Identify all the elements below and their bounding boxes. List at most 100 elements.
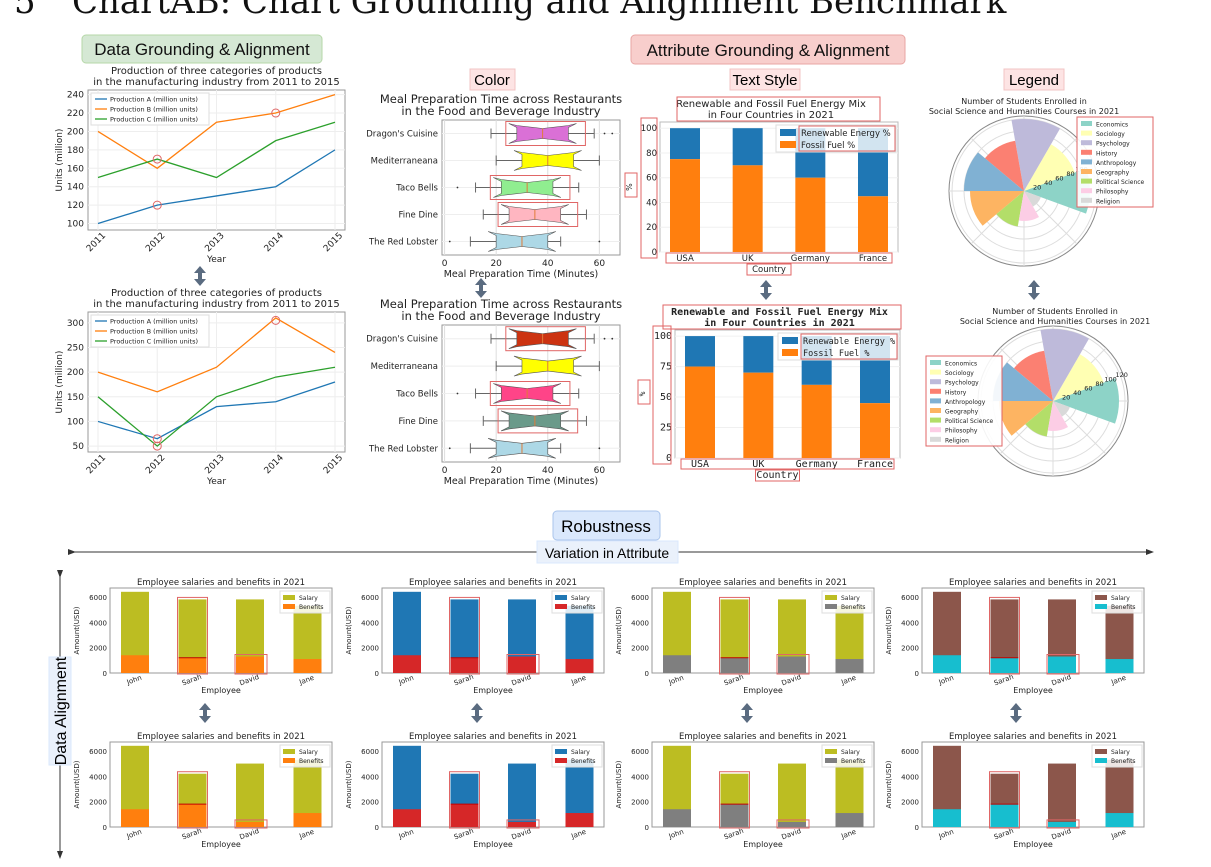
polar-bar [1024,144,1075,191]
bar-benefits [565,659,594,673]
x-axis-label: Employee [473,840,513,849]
polar-bar [1025,401,1053,437]
legend-label: Sociology [945,370,974,377]
x-tick-label: Sarah [453,827,475,841]
bar-benefits [121,655,149,673]
y-tick-label: 100 [654,331,672,342]
y-ticks-highlight-box [640,117,658,259]
section-title: ChartAB: Chart Grounding and Alignment B… [72,0,1007,22]
legend-swatch [1095,595,1107,600]
y-tick-label: 20 [646,223,657,233]
legend-swatch [930,369,941,375]
y-axis-label: Units (million) [55,129,65,192]
polar-bar [1053,378,1119,424]
highlight-box [497,202,579,227]
salary-bar-chart: Employee salaries and benefits in 2021 0 2… [73,732,333,849]
r-tick-label: 120 [1116,371,1128,379]
salary-bar-chart: Employee salaries and benefits in 2021 0 2… [615,578,875,695]
legend-label: Benefits [841,758,866,765]
legend-label: Economics [945,361,977,368]
y-tick-label: 0 [915,670,919,678]
x-tick-label: Jane [1109,828,1127,841]
x-tick-label: Sarah [181,673,203,687]
legend-label: Geography [945,409,979,416]
y-tick-label: 2000 [631,645,649,653]
x-tick-label: 2014 [263,231,286,254]
x-axis-label: Employee [743,686,783,695]
polar-bar [964,152,1024,191]
x-tick-label: Sarah [723,827,745,841]
legend-swatch [1081,121,1092,126]
bar-benefits [990,804,1019,827]
bar-segment-fossil [860,403,890,458]
text-style-text: Text Style [732,72,797,89]
highlight-box [776,654,810,675]
bar-benefits [720,657,749,673]
r-tick-label: 40 [1073,389,1081,397]
chart-title: in the manufacturing industry from 2011 … [93,77,339,88]
highlight-box [989,596,1020,675]
highlight-box [489,381,571,406]
x-tick-label: 2012 [144,231,167,254]
legend-label: Salary [299,749,318,756]
x-tick-label: 2015 [322,231,345,254]
x-tick-label: Jane [297,828,315,841]
series-line [97,93,336,170]
chart-title: in the Food and Beverage Industry [401,104,600,118]
legend-label: Renewable Energy % [801,129,891,139]
series-line [97,121,336,179]
bar-segment-renewable [743,336,774,373]
outlier-point [603,132,606,135]
x-tick-label: 2012 [144,453,167,476]
salary-bar-chart: Employee salaries and benefits in 2021 0 2… [885,732,1145,849]
x-tick-label: 20 [490,259,502,269]
y-tick-label: 2000 [89,645,107,653]
chart-title: Meal Preparation Time across Restaurants [380,92,622,106]
legend-swatch [782,337,798,344]
category-label: Mediterraneana [371,157,438,167]
legend-swatch [283,604,295,609]
legend-label: Religion [1096,198,1120,205]
double-arrow-icon [194,266,206,286]
x-tick-label: John [125,674,143,687]
outlier-point [611,337,614,340]
highlight-box [719,596,750,675]
x-tick-label: 60 [594,259,606,269]
y-tick-label: 150 [67,393,84,403]
polar-bar [970,191,1024,226]
salary-bar-chart: Employee salaries and benefits in 2021 0 2… [73,578,333,695]
legend-label: Fossil Fuel % [801,141,855,151]
highlight-box [1046,819,1080,829]
y-tick-label: 0 [652,248,657,258]
x-label-highlight-box [746,263,792,276]
x-tick-label: Sarah [993,827,1015,841]
x-tick-label: David [1050,827,1072,841]
variation-label: Variation in Attribute [536,540,679,564]
x-axis-label: Employee [201,686,241,695]
legend-swatch [555,758,567,763]
double-arrow-icon [199,703,211,723]
x-axis-label: Employee [1013,686,1053,695]
title-highlight-box [676,96,881,122]
x-tick-label: David [780,673,802,687]
data-alignment-text: Data Alignment [53,656,70,765]
bar-benefits [1048,656,1076,673]
robustness-label: Robustness [552,510,661,541]
highlight-box [505,326,586,352]
legend-swatch [930,436,941,442]
y-tick-label: 50 [660,392,672,403]
bar-benefits [178,804,207,827]
chart-title: Employee salaries and benefits in 2021 [137,732,305,742]
salary-bar-chart: Employee salaries and benefits in 2021 0 2… [345,732,605,849]
x-tick-label: Jane [839,828,857,841]
line-chart: Production of three categories of produc… [55,66,346,265]
y-tick-label: 250 [67,343,84,353]
bar-segment-fossil [732,165,763,252]
polar-bar [1024,191,1041,207]
double-arrow-icon [471,703,483,723]
bar-segment-fossil [670,159,700,252]
salary-bar-chart: Employee salaries and benefits in 2021 0 2… [885,578,1145,695]
chart-title: in the manufacturing industry from 2011 … [93,299,339,310]
r-tick-label: 20 [1033,184,1041,192]
